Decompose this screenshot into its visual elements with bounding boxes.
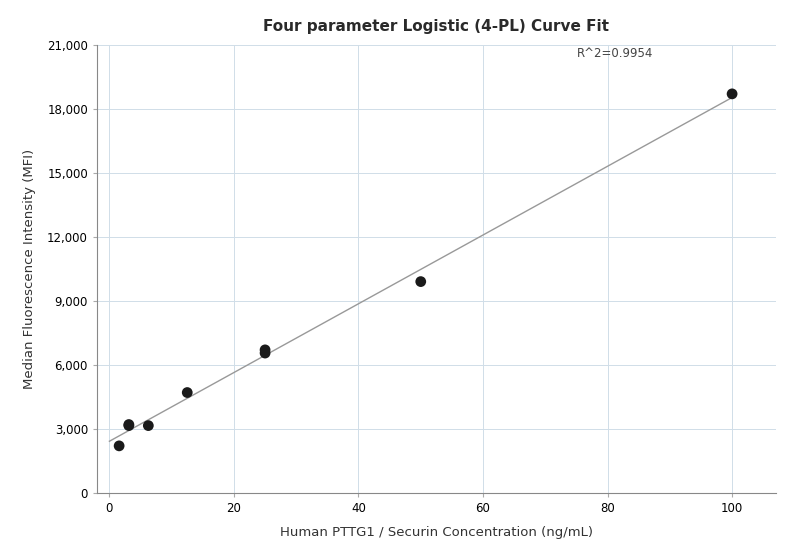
Y-axis label: Median Fluorescence Intensity (MFI): Median Fluorescence Intensity (MFI) (23, 149, 36, 389)
Point (726, 90, 739, 99)
Title: Four parameter Logistic (4-PL) Curve Fit: Four parameter Logistic (4-PL) Curve Fit (263, 19, 609, 34)
Text: R^2=0.9954: R^2=0.9954 (576, 46, 653, 60)
Point (142, 421, 155, 430)
Point (259, 346, 271, 354)
Point (122, 420, 135, 429)
Point (112, 441, 125, 450)
X-axis label: Human PTTG1 / Securin Concentration (ng/mL): Human PTTG1 / Securin Concentration (ng/… (280, 526, 593, 539)
Point (259, 348, 271, 357)
Point (122, 421, 135, 430)
Point (181, 388, 194, 397)
Point (415, 277, 427, 286)
